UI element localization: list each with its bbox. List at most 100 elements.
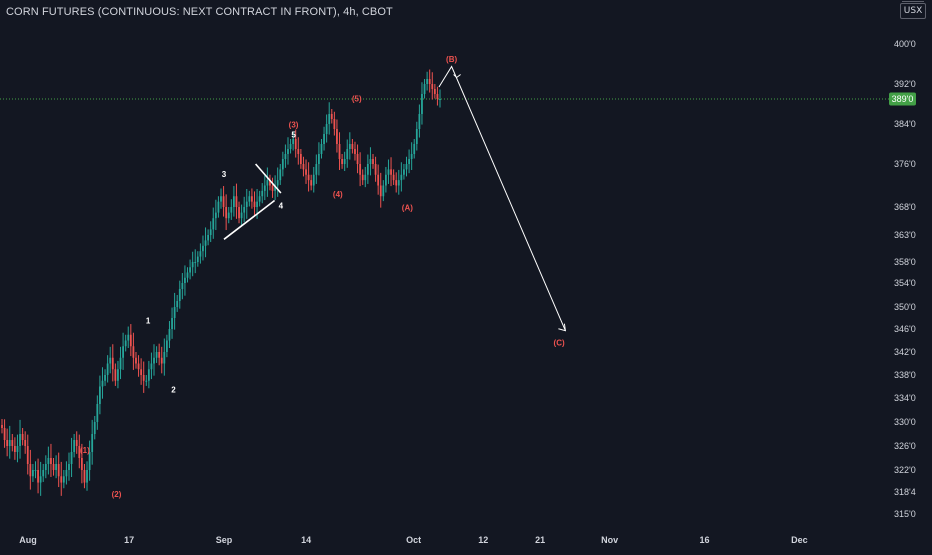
candle (42, 464, 45, 482)
candle (318, 142, 320, 176)
candle (209, 221, 212, 243)
candle (253, 191, 256, 217)
candle (101, 367, 104, 399)
wave-label: (A) (402, 203, 413, 212)
y-tick-label: 358'0 (894, 257, 916, 267)
candle (390, 157, 392, 187)
candle (372, 154, 374, 169)
candle (65, 461, 68, 485)
x-tick-label: Nov (601, 535, 618, 545)
y-tick-label: 342'0 (894, 347, 916, 357)
candle (60, 461, 63, 496)
candle (68, 452, 70, 481)
candle (302, 156, 305, 177)
candle (135, 352, 137, 369)
candle (173, 292, 176, 330)
candle (305, 159, 307, 184)
x-tick-label: Dec (791, 535, 808, 545)
candle (171, 307, 173, 339)
candle (75, 431, 78, 454)
candle (122, 332, 124, 370)
candle (392, 169, 395, 185)
candle (227, 207, 230, 224)
candle (52, 458, 55, 476)
candle (354, 141, 356, 161)
chart-title: CORN FUTURES (CONTINUOUS: NEXT CONTRACT … (6, 6, 393, 18)
wave-label: (4) (333, 190, 343, 199)
x-tick-label: 21 (535, 535, 545, 545)
y-tick-label: 354'0 (894, 278, 916, 288)
candle (400, 162, 403, 192)
wave-labels-group: (1) (2) 1 2 3 4 (3)5 (4) (5) (A) (B) (C) (80, 55, 565, 499)
candle (338, 132, 341, 170)
candle (86, 461, 88, 491)
candle (439, 89, 441, 108)
y-tick-label: 315'0 (894, 509, 916, 519)
y-tick-label: 392'0 (894, 79, 916, 89)
candle (160, 346, 163, 374)
candle (150, 352, 153, 380)
candle (62, 470, 65, 489)
candle (199, 243, 202, 264)
wave-label: (2) (112, 490, 122, 499)
candle (88, 440, 91, 481)
candle (109, 346, 112, 374)
candle (19, 419, 21, 459)
candle (202, 235, 204, 261)
candle (186, 267, 189, 283)
currency-button[interactable]: USX (900, 3, 926, 19)
candle (165, 334, 168, 358)
candle (341, 154, 343, 169)
candle (184, 265, 186, 296)
candle (418, 104, 421, 138)
candle (276, 167, 279, 197)
wave-label: (5) (352, 95, 362, 104)
candle (26, 434, 29, 475)
candle (137, 355, 140, 377)
candle (328, 102, 331, 135)
candle (356, 144, 359, 174)
candle (70, 437, 73, 478)
candle (147, 360, 150, 389)
divider (902, 1, 924, 2)
wave-label: 3 (222, 170, 227, 179)
y-axis[interactable]: 400'0 392'0 384'0 376'0 368'0 363'0 358'0 354'0… (894, 39, 916, 519)
candle (222, 186, 225, 217)
candle (34, 461, 37, 479)
candle (11, 434, 14, 452)
candle (16, 434, 19, 463)
candle (93, 416, 96, 440)
candle (158, 343, 161, 366)
candle (346, 139, 349, 168)
candle (330, 109, 333, 124)
candle (1, 419, 3, 434)
candle (307, 162, 310, 192)
candle (384, 166, 387, 193)
candle (240, 204, 243, 226)
x-tick-label: 14 (301, 535, 311, 545)
candle (106, 355, 109, 383)
candle (145, 375, 148, 386)
y-tick-label: 338'0 (894, 370, 916, 380)
candle (24, 431, 27, 454)
candle (129, 324, 132, 357)
candle (428, 69, 431, 93)
triangle-upper-line[interactable] (255, 163, 282, 194)
x-axis[interactable]: Aug 17 Sep 14 Oct 12 21 Nov 16 Dec (19, 535, 807, 545)
candle (214, 199, 217, 231)
candle (397, 169, 400, 195)
x-tick-label: Sep (216, 535, 233, 545)
candle (196, 251, 199, 267)
candle (325, 114, 328, 143)
candle (379, 172, 382, 208)
triangle-lower-line[interactable] (223, 199, 276, 240)
candle (395, 172, 398, 193)
candle (83, 464, 86, 489)
candle (292, 131, 295, 151)
projection-path[interactable] (438, 65, 566, 331)
candle (142, 361, 145, 393)
candle (204, 227, 207, 258)
candle (57, 452, 60, 488)
